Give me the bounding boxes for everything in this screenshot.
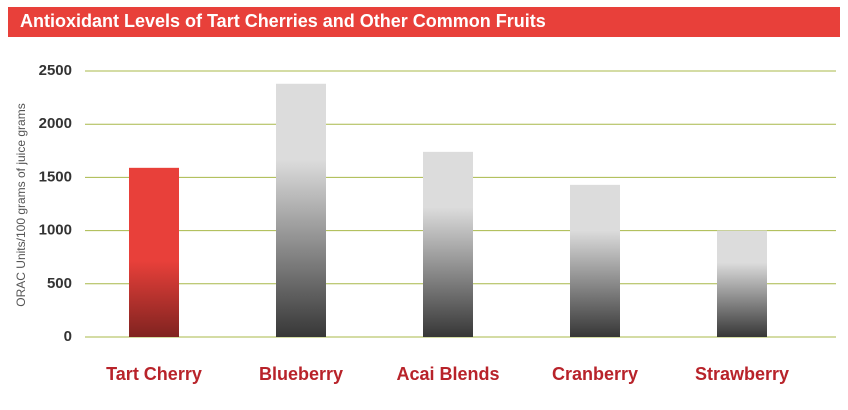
y-tick-label: 0: [64, 328, 72, 345]
chart-title: Antioxidant Levels of Tart Cherries and …: [20, 11, 546, 31]
y-tick-label: 2000: [39, 115, 72, 132]
bar: [423, 151, 473, 337]
bar: [570, 184, 620, 337]
bar: [129, 167, 179, 337]
bar: [276, 83, 326, 337]
x-tick-label: Cranberry: [552, 364, 638, 384]
x-tick-label: Acai Blends: [396, 364, 499, 384]
y-tick-label: 500: [47, 275, 72, 292]
y-tick-label: 1000: [39, 222, 72, 239]
x-tick-label: Tart Cherry: [106, 364, 202, 384]
bar: [717, 230, 767, 337]
x-tick-label: Blueberry: [259, 364, 343, 384]
y-tick-label: 2500: [39, 62, 72, 79]
y-tick-label: 1500: [39, 168, 72, 185]
x-tick-label: Strawberry: [695, 364, 789, 384]
y-axis-label: ORAC Units/100 grams of juice grams: [14, 103, 28, 306]
title-banner: [8, 7, 840, 37]
